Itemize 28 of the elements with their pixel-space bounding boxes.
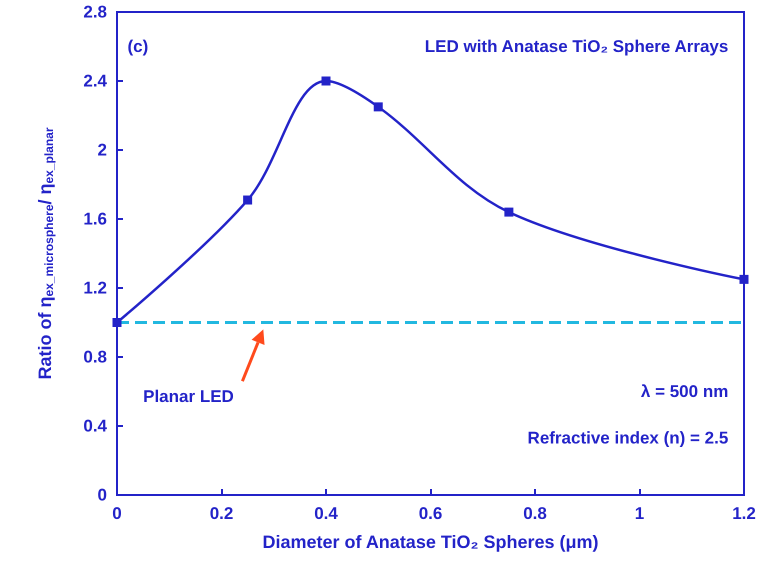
y-tick-label: 2 — [98, 140, 107, 160]
y-tick-label: 2.4 — [83, 72, 108, 90]
y-tick-label: 2.8 — [83, 2, 107, 22]
x-tick-label: 0.6 — [418, 504, 442, 523]
y-tick-label: 1.2 — [83, 278, 107, 298]
y-tick-label: 0.8 — [83, 348, 107, 366]
annotation: Refractive index (n) = 2.5 — [528, 428, 728, 448]
annotation: Planar LED — [143, 387, 234, 406]
y-tick-label: 0 — [98, 486, 107, 504]
point — [374, 102, 383, 112]
annotation: λ = 500 nm — [640, 382, 728, 401]
x-tick-label: 0 — [112, 504, 122, 523]
x-tick-label: 0.2 — [210, 504, 234, 523]
annotation: (c) — [127, 37, 148, 56]
point — [322, 76, 330, 86]
point — [243, 196, 252, 205]
y-tick-label: 0.4 — [83, 416, 108, 436]
point — [504, 208, 514, 217]
x-tick-label: 0.8 — [523, 504, 547, 523]
x-tick-label: 0.4 — [314, 504, 338, 523]
point — [112, 318, 122, 327]
x-tick-label: 1.2 — [732, 504, 756, 523]
point — [740, 274, 748, 284]
x-tick-label: 1 — [634, 504, 644, 523]
x-axis-title: Diameter of Anatase TiO₂ Spheres (μm) — [262, 532, 599, 552]
y-axis-title: Ratio of ηex_microsphere/ ηex_planar — [35, 127, 56, 380]
annotation: LED with Anatase TiO₂ Sphere Arrays — [424, 37, 728, 56]
y-tick-label: 1.6 — [83, 210, 107, 228]
